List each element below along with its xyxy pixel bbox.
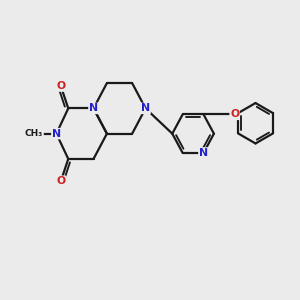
Text: N: N	[89, 103, 98, 113]
Text: N: N	[199, 148, 208, 158]
Text: CH₃: CH₃	[25, 129, 43, 138]
Text: O: O	[56, 81, 65, 91]
Text: O: O	[56, 176, 65, 186]
Text: O: O	[230, 109, 239, 119]
Text: N: N	[141, 103, 150, 113]
Text: N: N	[52, 129, 61, 139]
